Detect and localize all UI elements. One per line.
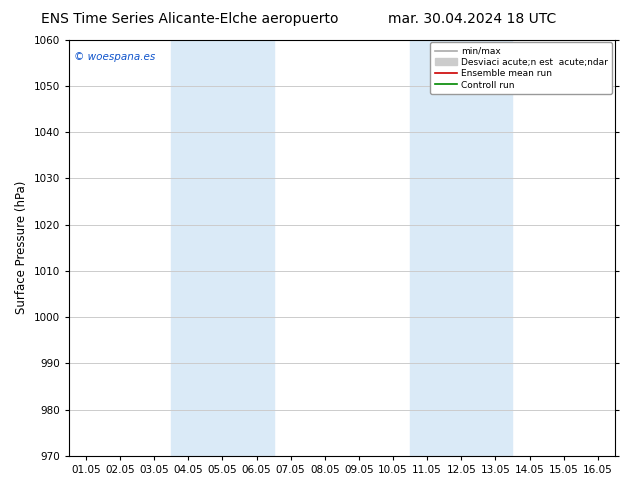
- Text: mar. 30.04.2024 18 UTC: mar. 30.04.2024 18 UTC: [388, 12, 557, 26]
- Bar: [171, 40, 274, 456]
- Legend: min/max, Desviaci acute;n est  acute;ndar, Ensemble mean run, Controll run: min/max, Desviaci acute;n est acute;ndar…: [430, 42, 612, 94]
- Text: ENS Time Series Alicante-Elche aeropuerto: ENS Time Series Alicante-Elche aeropuert…: [41, 12, 339, 26]
- Y-axis label: Surface Pressure (hPa): Surface Pressure (hPa): [15, 181, 28, 315]
- Bar: [410, 40, 512, 456]
- Text: © woespana.es: © woespana.es: [74, 52, 155, 62]
